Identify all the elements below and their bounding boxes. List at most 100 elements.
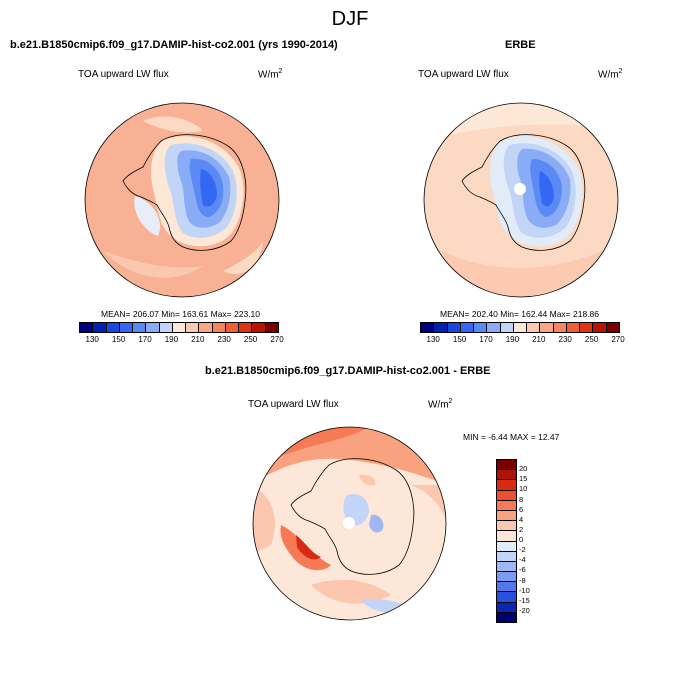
model-colorbar-swatch [252,323,266,332]
model-colorbar-swatch [80,323,94,332]
diff-map [252,426,447,621]
obs-colorbar-swatch [527,323,541,332]
obs-colorbar-swatch [606,323,619,332]
obs-colorbar-tick-label: 270 [611,335,625,344]
model-colorbar-swatch [239,323,253,332]
diff-colorbar-tick-label: -10 [519,585,530,595]
diff-colorbar-tick-label: 15 [519,474,528,484]
obs-colorbar-swatch [447,323,461,332]
diff-variable-label: TOA upward LW flux [248,399,339,410]
obs-colorbar-tick-label: 210 [532,335,546,344]
model-colorbar-swatch [199,323,213,332]
model-colorbar-tick-label: 130 [85,335,99,344]
model-colorbar-swatch [212,323,226,332]
diff-colorbar-swatch [497,521,516,532]
diff-colorbar-swatch [497,541,516,552]
model-colorbar-swatch [172,323,187,332]
diff-colorbar-swatch [497,602,516,613]
model-variable-label: TOA upward LW flux [78,69,169,80]
model-colorbar [79,322,279,333]
model-colorbar-tick-label: 270 [270,335,284,344]
obs-variable-label: TOA upward LW flux [418,69,509,80]
figure-title: DJF [331,8,369,30]
diff-coastline [290,458,415,575]
model-colorbar-swatch [265,323,278,332]
model-colorbar-tick-label: 190 [164,335,179,344]
diff-colorbar-swatch [497,470,516,481]
model-colorbar-swatch [106,323,120,332]
diff-colorbar-tick-label: -6 [519,565,526,575]
obs-colorbar-tick-label: 150 [452,335,467,344]
diff-colorbar-labels: 20 15 10 8 6 4 2 0 -2 -4 -6 -8 -10 -15 -20 [519,459,549,621]
diff-colorbar-tick-label: -15 [519,595,530,605]
diff-colorbar-swatch [497,510,516,522]
obs-colorbar-swatch [566,323,581,332]
model-colorbar-tick-label: 230 [217,335,231,344]
obs-colorbar-swatch [474,323,488,332]
model-panel-title: b.e21.B1850cmip6.f09_g17.DAMIP-hist-co2.… [10,39,338,51]
diff-colorbar-swatch [497,592,516,603]
obs-colorbar-labels: 130 150 170 190 210 230 250 270 [420,335,625,347]
diff-colorbar-swatch [497,490,516,501]
obs-stats: MEAN= 202.40 Min= 162.44 Max= 218.86 [440,309,600,319]
obs-colorbar-swatch [500,323,514,332]
obs-colorbar-swatch [593,323,607,332]
obs-colorbar-tick-label: 130 [426,335,440,344]
model-colorbar-tick-label: 150 [111,335,126,344]
model-colorbar-swatch [133,323,147,332]
diff-colorbar-tick-label: -20 [519,605,530,615]
diff-colorbar-swatch [497,561,516,573]
obs-colorbar-tick-label: 230 [558,335,572,344]
diff-colorbar-tick-label: -2 [519,545,526,555]
obs-coastline [461,134,586,251]
diff-colorbar-tick-label: -4 [519,555,526,565]
obs-map [423,102,619,298]
model-colorbar-swatch [186,323,200,332]
diff-panel-title: b.e21.B1850cmip6.f09_g17.DAMIP-hist-co2.… [205,365,491,377]
diff-colorbar-swatch [497,460,516,471]
diff-colorbar-tick-label: 6 [519,504,524,514]
diff-units-label: W/m2 [428,398,453,411]
diff-colorbar-swatch [497,582,516,593]
obs-colorbar-swatch [553,323,567,332]
model-units-label: W/m2 [258,68,283,81]
obs-panel-title: ERBE [505,39,536,51]
model-map [84,102,280,298]
model-stats: MEAN= 206.07 Min= 163.61 Max= 223.10 [101,309,261,319]
diff-colorbar-tick-label: 8 [519,494,524,504]
model-colorbar-swatch [93,323,107,332]
obs-colorbar-tick-label: 190 [505,335,520,344]
diff-colorbar-tick-label: 10 [519,484,528,494]
obs-colorbar-tick-label: 170 [479,335,493,344]
obs-units-label: W/m2 [598,68,623,81]
diff-colorbar-swatch [497,551,516,562]
diff-colorbar-tick-label: 2 [519,524,524,534]
model-map-border [84,102,280,298]
model-colorbar-tick-label: 210 [191,335,205,344]
diff-colorbar-swatch [497,500,516,511]
obs-map-border [423,102,619,298]
obs-colorbar-tick-label: 250 [584,335,599,344]
obs-colorbar [420,322,620,333]
model-colorbar-swatch [146,323,160,332]
diff-colorbar-swatch [497,480,516,491]
model-colorbar-swatch [159,323,173,332]
model-colorbar-tick-label: 170 [138,335,152,344]
diff-colorbar-swatch [497,531,516,542]
obs-colorbar-swatch [421,323,435,332]
obs-colorbar-swatch [487,323,501,332]
diff-colorbar-swatch [497,612,516,622]
obs-colorbar-swatch [460,323,475,332]
model-colorbar-labels: 130 150 170 190 210 230 250 270 [79,335,284,347]
diff-colorbar-tick-label: 0 [519,535,524,544]
obs-colorbar-swatch [434,323,448,332]
diff-stats: MIN = -6.44 MAX = 12.47 [463,432,560,442]
diff-colorbar-tick-label: -8 [519,575,526,585]
model-coastline [122,134,247,251]
obs-colorbar-swatch [580,323,594,332]
diff-map-border [252,426,447,621]
model-colorbar-swatch [119,323,134,332]
diff-colorbar-tick-label: 4 [519,514,524,524]
diff-colorbar-tick-label: 20 [519,464,528,474]
diff-colorbar-swatch [497,572,516,583]
